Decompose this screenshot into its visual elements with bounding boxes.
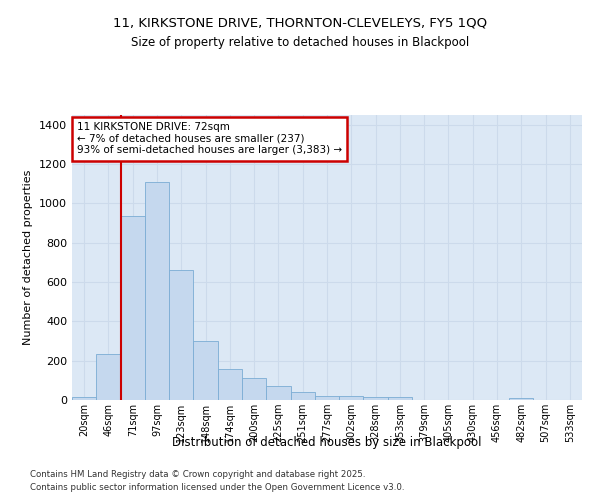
Bar xyxy=(242,378,266,400)
Bar xyxy=(193,341,218,400)
Y-axis label: Number of detached properties: Number of detached properties xyxy=(23,170,34,345)
Bar xyxy=(509,398,533,400)
Text: 11, KIRKSTONE DRIVE, THORNTON-CLEVELEYS, FY5 1QQ: 11, KIRKSTONE DRIVE, THORNTON-CLEVELEYS,… xyxy=(113,16,487,29)
Text: Size of property relative to detached houses in Blackpool: Size of property relative to detached ho… xyxy=(131,36,469,49)
Text: Distribution of detached houses by size in Blackpool: Distribution of detached houses by size … xyxy=(172,436,482,449)
Bar xyxy=(364,397,388,400)
Bar xyxy=(218,368,242,400)
Bar xyxy=(145,182,169,400)
Bar xyxy=(96,354,121,400)
Bar xyxy=(388,397,412,400)
Text: Contains HM Land Registry data © Crown copyright and database right 2025.
Contai: Contains HM Land Registry data © Crown c… xyxy=(30,470,404,492)
Bar xyxy=(315,396,339,400)
Bar xyxy=(266,386,290,400)
Bar xyxy=(290,392,315,400)
Text: 11 KIRKSTONE DRIVE: 72sqm
← 7% of detached houses are smaller (237)
93% of semi-: 11 KIRKSTONE DRIVE: 72sqm ← 7% of detach… xyxy=(77,122,342,156)
Bar xyxy=(72,397,96,400)
Bar xyxy=(169,270,193,400)
Bar xyxy=(339,396,364,400)
Bar xyxy=(121,216,145,400)
